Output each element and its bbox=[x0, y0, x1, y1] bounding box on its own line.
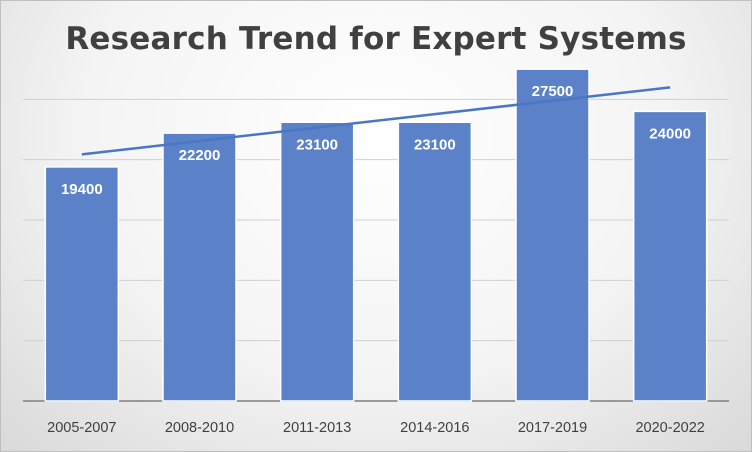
bar bbox=[279, 121, 355, 402]
data-label: 23100 bbox=[414, 136, 456, 153]
x-tick-label: 2017-2019 bbox=[518, 420, 587, 436]
x-tick-label: 2005-2007 bbox=[47, 420, 116, 436]
data-label: 19400 bbox=[61, 181, 103, 198]
bar bbox=[515, 68, 590, 402]
data-label: 24000 bbox=[649, 125, 691, 142]
bar bbox=[632, 110, 708, 402]
data-label: 23100 bbox=[296, 136, 338, 153]
bar bbox=[162, 132, 237, 402]
x-tick-label: 2011-2013 bbox=[283, 420, 351, 436]
trendline bbox=[81, 86, 671, 156]
chart-title: Research Trend for Expert Systems bbox=[65, 21, 687, 57]
x-tick-label: 2008-2010 bbox=[165, 420, 234, 436]
x-tick-label: 2020-2022 bbox=[635, 420, 704, 436]
bar bbox=[397, 121, 473, 402]
x-tick-label: 2014-2016 bbox=[400, 420, 469, 436]
data-label: 27500 bbox=[532, 83, 574, 100]
data-label: 22200 bbox=[179, 147, 221, 164]
bar bbox=[44, 166, 120, 402]
